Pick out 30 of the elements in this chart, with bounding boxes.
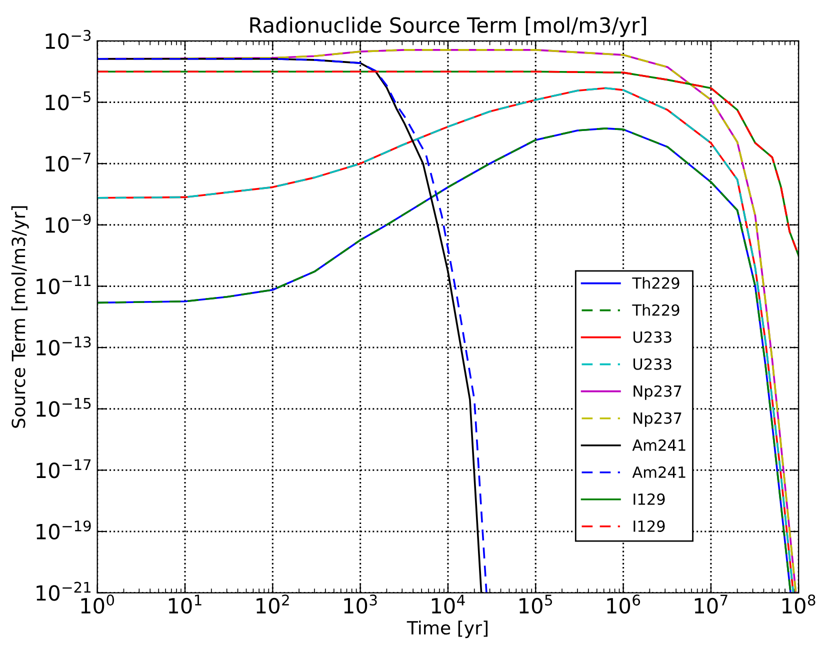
y-axis-title: Source Term [mol/m3/yr] xyxy=(11,206,29,428)
y-tick-label: 10$^{−13}$ xyxy=(36,336,91,356)
y-tick-label: 10$^{−9}$ xyxy=(46,214,91,233)
legend-label: Np237 xyxy=(634,385,682,400)
legend-label: Th229 xyxy=(632,304,680,316)
x-tick-label: 10$^{4}$ xyxy=(432,594,465,614)
chart-title: Radionuclide Source Term [mol/m3/yr] xyxy=(250,16,646,37)
y-tick-label: 10$^{−11}$ xyxy=(36,275,90,294)
x-tick-label: 10$^{3}$ xyxy=(344,594,377,614)
x-axis-title: Time [yr] xyxy=(406,620,488,638)
legend-label: Am241 xyxy=(632,439,686,451)
y-tick-label: 10$^{−7}$ xyxy=(46,152,90,172)
legend-label: Np237 xyxy=(634,412,682,427)
x-tick-label: 10$^{5}$ xyxy=(520,594,552,614)
x-tick-label: 10$^{1}$ xyxy=(168,594,202,614)
legend-label: Th229 xyxy=(632,277,680,289)
legend-label: I129 xyxy=(634,520,665,532)
x-tick-label: 10$^{7}$ xyxy=(694,594,728,614)
x-tick-label: 10$^{8}$ xyxy=(782,594,816,614)
legend-label: Am241 xyxy=(632,466,686,478)
legend-label: I129 xyxy=(634,493,665,505)
y-tick-label: 10$^{−5}$ xyxy=(46,91,90,110)
legend-label: U233 xyxy=(634,358,672,370)
y-tick-label: 10$^{−3}$ xyxy=(46,30,91,49)
legend-label: U233 xyxy=(634,331,672,343)
y-tick-label: 10$^{−17}$ xyxy=(36,459,91,478)
x-tick-label: 10$^{6}$ xyxy=(607,594,640,614)
y-tick-label: 10$^{−19}$ xyxy=(36,520,91,540)
y-tick-label: 10$^{−15}$ xyxy=(36,398,91,417)
x-tick-label: 10$^{2}$ xyxy=(256,594,289,614)
